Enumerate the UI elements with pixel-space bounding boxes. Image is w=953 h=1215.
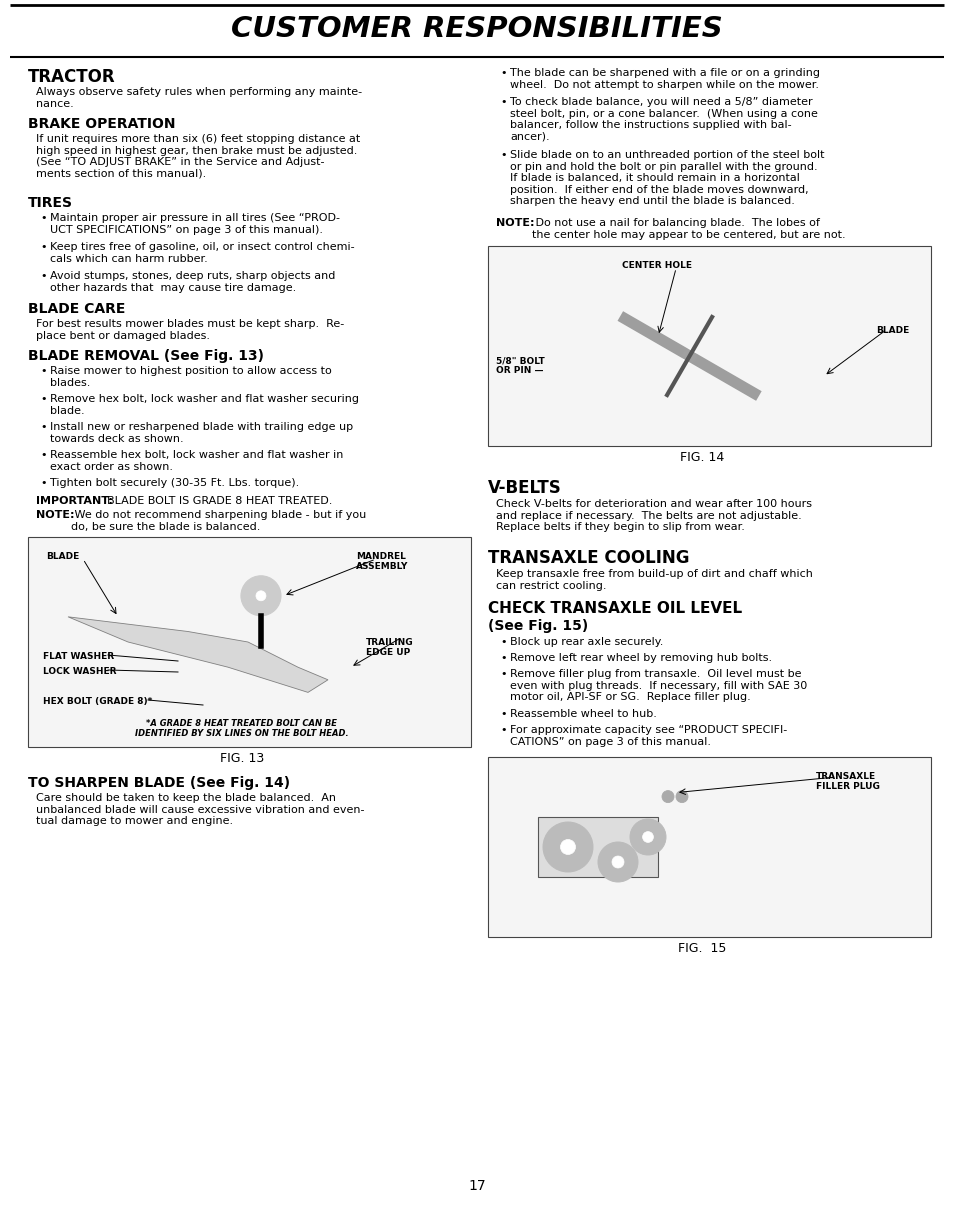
Circle shape bbox=[612, 857, 623, 868]
Text: 5/8" BOLT
OR PIN —: 5/8" BOLT OR PIN — bbox=[496, 356, 544, 375]
Text: FIG.  15: FIG. 15 bbox=[677, 942, 725, 955]
Text: If unit requires more than six (6) feet stopping distance at
high speed in highe: If unit requires more than six (6) feet … bbox=[36, 134, 360, 179]
Circle shape bbox=[241, 576, 281, 616]
Text: (See Fig. 15): (See Fig. 15) bbox=[488, 618, 588, 633]
Text: BLADE BOLT IS GRADE 8 HEAT TREATED.: BLADE BOLT IS GRADE 8 HEAT TREATED. bbox=[100, 496, 332, 505]
Text: •: • bbox=[499, 149, 506, 160]
Text: Keep tires free of gasoline, oil, or insect control chemi-
cals which can harm r: Keep tires free of gasoline, oil, or ins… bbox=[50, 242, 355, 264]
Text: •: • bbox=[499, 669, 506, 679]
Text: •: • bbox=[499, 637, 506, 648]
Text: •: • bbox=[499, 652, 506, 663]
Circle shape bbox=[661, 791, 673, 803]
Text: •: • bbox=[40, 271, 47, 281]
Text: CENTER HOLE: CENTER HOLE bbox=[621, 261, 692, 270]
Text: CUSTOMER RESPONSIBILITIES: CUSTOMER RESPONSIBILITIES bbox=[231, 15, 722, 43]
Text: •: • bbox=[40, 450, 47, 460]
Text: BLADE: BLADE bbox=[46, 552, 79, 561]
Text: Remove hex bolt, lock washer and flat washer securing
blade.: Remove hex bolt, lock washer and flat wa… bbox=[50, 394, 358, 416]
Text: Remove filler plug from transaxle.  Oil level must be
even with plug threads.  I: Remove filler plug from transaxle. Oil l… bbox=[510, 669, 806, 702]
Text: TIRES: TIRES bbox=[28, 196, 73, 210]
Text: LOCK WASHER: LOCK WASHER bbox=[43, 667, 116, 676]
Text: •: • bbox=[40, 366, 47, 375]
Text: •: • bbox=[40, 422, 47, 433]
Text: To check blade balance, you will need a 5/8” diameter
steel bolt, pin, or a cone: To check blade balance, you will need a … bbox=[510, 97, 817, 142]
Circle shape bbox=[542, 823, 593, 872]
Text: Avoid stumps, stones, deep ruts, sharp objects and
other hazards that  may cause: Avoid stumps, stones, deep ruts, sharp o… bbox=[50, 271, 335, 293]
Text: •: • bbox=[499, 725, 506, 735]
Circle shape bbox=[629, 819, 665, 855]
Text: Raise mower to highest position to allow access to
blades.: Raise mower to highest position to allow… bbox=[50, 366, 332, 388]
Text: TRAILING
EDGE UP: TRAILING EDGE UP bbox=[366, 638, 414, 657]
Text: BLADE REMOVAL (See Fig. 13): BLADE REMOVAL (See Fig. 13) bbox=[28, 349, 264, 363]
Text: We do not recommend sharpening blade - but if you
do, be sure the blade is balan: We do not recommend sharpening blade - b… bbox=[71, 510, 366, 532]
Text: For approximate capacity see “PRODUCT SPECIFI-
CATIONS” on page 3 of this manual: For approximate capacity see “PRODUCT SP… bbox=[510, 725, 786, 746]
Text: Install new or resharpened blade with trailing edge up
towards deck as shown.: Install new or resharpened blade with tr… bbox=[50, 422, 353, 443]
Text: NOTE:: NOTE: bbox=[496, 217, 534, 228]
Text: •: • bbox=[40, 213, 47, 224]
Text: •: • bbox=[499, 68, 506, 78]
Text: *A GRADE 8 HEAT TREATED BOLT CAN BE
IDENTIFIED BY SIX LINES ON THE BOLT HEAD.: *A GRADE 8 HEAT TREATED BOLT CAN BE IDEN… bbox=[135, 719, 349, 739]
Text: Block up rear axle securely.: Block up rear axle securely. bbox=[510, 637, 662, 648]
Text: V-BELTS: V-BELTS bbox=[488, 479, 561, 497]
Text: Check V-belts for deterioration and wear after 100 hours
and replace if necessar: Check V-belts for deterioration and wear… bbox=[496, 499, 811, 532]
Text: Care should be taken to keep the blade balanced.  An
unbalanced blade will cause: Care should be taken to keep the blade b… bbox=[36, 793, 364, 826]
Text: Tighten bolt securely (30-35 Ft. Lbs. torque).: Tighten bolt securely (30-35 Ft. Lbs. to… bbox=[50, 477, 299, 488]
Text: HEX BOLT (GRADE 8)*: HEX BOLT (GRADE 8)* bbox=[43, 697, 152, 706]
Text: Remove left rear wheel by removing hub bolts.: Remove left rear wheel by removing hub b… bbox=[510, 652, 771, 663]
Text: FLAT WASHER: FLAT WASHER bbox=[43, 652, 114, 661]
Text: TRANSAXLE COOLING: TRANSAXLE COOLING bbox=[488, 549, 689, 567]
Text: Reassemble hex bolt, lock washer and flat washer in
exact order as shown.: Reassemble hex bolt, lock washer and fla… bbox=[50, 450, 343, 471]
Text: For best results mower blades must be kept sharp.  Re-
place bent or damaged bla: For best results mower blades must be ke… bbox=[36, 320, 344, 340]
Circle shape bbox=[598, 842, 638, 882]
Text: Keep transaxle free from build-up of dirt and chaff which
can restrict cooling.: Keep transaxle free from build-up of dir… bbox=[496, 569, 812, 590]
Text: •: • bbox=[40, 242, 47, 252]
Text: IMPORTANT:: IMPORTANT: bbox=[36, 496, 112, 505]
Text: BLADE: BLADE bbox=[875, 326, 908, 335]
Text: Maintain proper air pressure in all tires (See “PROD-
UCT SPECIFICATIONS” on pag: Maintain proper air pressure in all tire… bbox=[50, 213, 339, 234]
Text: •: • bbox=[499, 710, 506, 719]
Text: Do not use a nail for balancing blade.  The lobes of
the center hole may appear : Do not use a nail for balancing blade. T… bbox=[532, 217, 844, 239]
Text: 17: 17 bbox=[468, 1179, 485, 1193]
Text: Reassemble wheel to hub.: Reassemble wheel to hub. bbox=[510, 710, 657, 719]
Bar bbox=[488, 245, 930, 446]
Circle shape bbox=[560, 840, 575, 854]
Text: FIG. 14: FIG. 14 bbox=[679, 451, 723, 464]
Text: CHECK TRANSAXLE OIL LEVEL: CHECK TRANSAXLE OIL LEVEL bbox=[488, 601, 741, 616]
Text: TRACTOR: TRACTOR bbox=[28, 68, 115, 86]
Circle shape bbox=[255, 590, 266, 600]
Text: Always observe safety rules when performing any mainte-
nance.: Always observe safety rules when perform… bbox=[36, 87, 362, 108]
Text: •: • bbox=[499, 97, 506, 107]
Text: NOTE:: NOTE: bbox=[36, 510, 74, 520]
Text: BLADE CARE: BLADE CARE bbox=[28, 303, 125, 316]
Text: •: • bbox=[40, 477, 47, 488]
Text: TRANSAXLE
FILLER PLUG: TRANSAXLE FILLER PLUG bbox=[815, 772, 879, 791]
Bar bbox=[488, 757, 930, 937]
Text: MANDREL
ASSEMBLY: MANDREL ASSEMBLY bbox=[355, 552, 408, 571]
Polygon shape bbox=[68, 617, 328, 693]
Bar bbox=[537, 816, 658, 877]
Text: FIG. 13: FIG. 13 bbox=[219, 752, 264, 765]
Text: BRAKE OPERATION: BRAKE OPERATION bbox=[28, 117, 175, 131]
Bar bbox=[28, 537, 471, 747]
Circle shape bbox=[676, 791, 687, 803]
Text: •: • bbox=[40, 394, 47, 405]
Text: Slide blade on to an unthreaded portion of the steel bolt
or pin and hold the bo: Slide blade on to an unthreaded portion … bbox=[510, 149, 823, 207]
Circle shape bbox=[682, 349, 696, 363]
Text: TO SHARPEN BLADE (See Fig. 14): TO SHARPEN BLADE (See Fig. 14) bbox=[28, 776, 290, 790]
Text: The blade can be sharpened with a file or on a grinding
wheel.  Do not attempt t: The blade can be sharpened with a file o… bbox=[510, 68, 820, 90]
Circle shape bbox=[642, 831, 653, 842]
